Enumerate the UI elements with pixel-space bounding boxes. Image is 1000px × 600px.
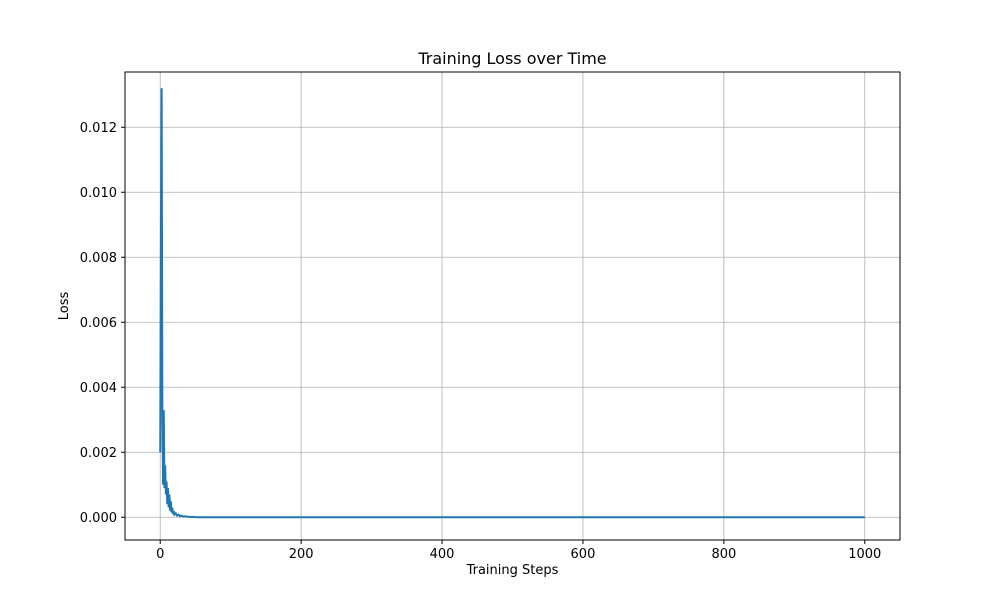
y-axis-label: Loss (57, 292, 72, 321)
y-axis: 0.000 0.002 0.004 0.006 0.008 0.010 0.012 (80, 121, 125, 526)
x-axis: 0 200 400 600 800 1000 (156, 540, 881, 562)
x-tick-label: 1000 (848, 547, 881, 562)
x-tick-label: 200 (289, 547, 314, 562)
x-tick-label: 800 (711, 547, 736, 562)
x-axis-label: Training Steps (466, 563, 559, 578)
axes-frame (124, 71, 901, 541)
y-tick-label: 0.000 (80, 511, 117, 526)
x-tick-label: 400 (430, 547, 455, 562)
plot-area (159, 88, 865, 519)
y-tick-label: 0.002 (80, 446, 117, 461)
x-tick-label: 600 (571, 547, 596, 562)
y-tick-label: 0.012 (80, 121, 117, 136)
y-tick-label: 0.004 (80, 381, 117, 396)
loss-series-line (159, 88, 865, 519)
y-tick-label: 0.010 (80, 186, 117, 201)
grid (125, 72, 900, 540)
chart-title: Training Loss over Time (417, 49, 606, 68)
y-tick-label: 0.008 (80, 251, 117, 266)
x-tick-label: 0 (156, 547, 164, 562)
y-tick-label: 0.006 (80, 316, 117, 331)
